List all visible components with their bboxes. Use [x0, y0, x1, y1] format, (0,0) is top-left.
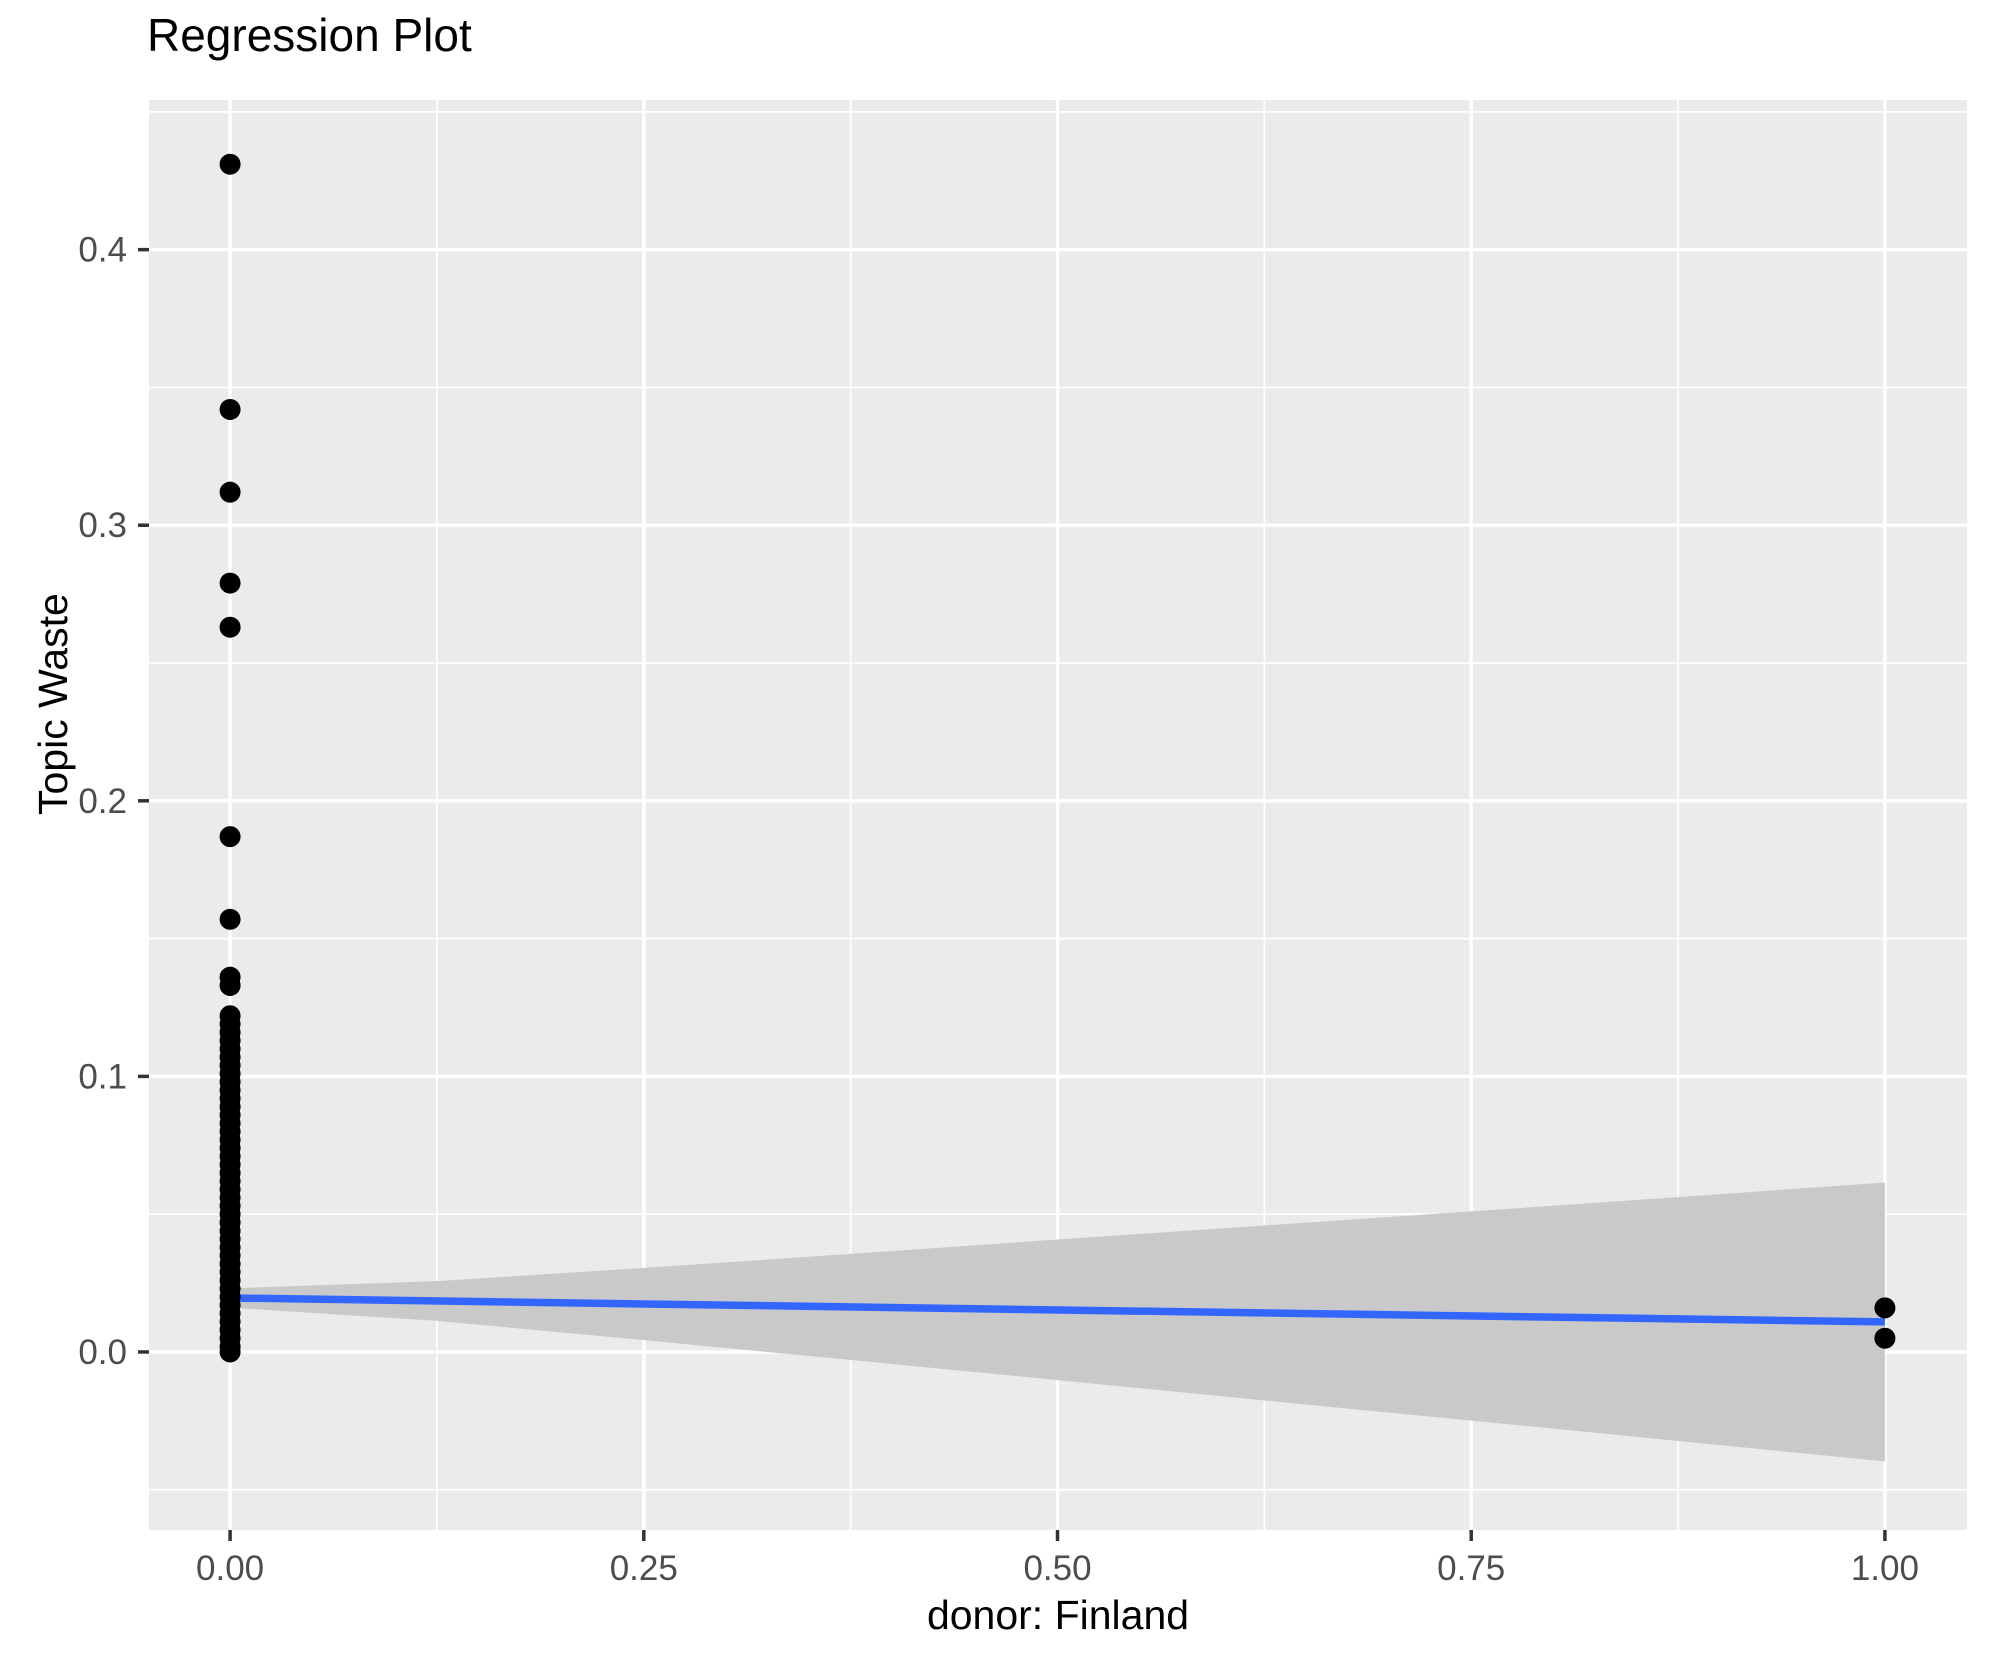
data-point	[219, 1341, 241, 1363]
data-point	[219, 974, 241, 996]
x-tick-label: 0.25	[610, 1549, 678, 1588]
y-tick-label: 0.0	[78, 1333, 127, 1372]
x-tick-label: 1.00	[1851, 1549, 1919, 1588]
regression-line	[230, 1294, 1885, 1326]
data-point	[219, 153, 241, 175]
x-tick-label: 0.75	[1437, 1549, 1505, 1588]
data-point	[1874, 1327, 1896, 1349]
x-tick-label: 0.00	[196, 1549, 264, 1588]
data-point	[219, 572, 241, 594]
y-tick-label: 0.2	[78, 782, 127, 821]
y-tick-label: 0.4	[78, 231, 127, 270]
y-axis-title-text: Topic Waste	[30, 593, 76, 815]
y-tick-label: 0.3	[78, 506, 127, 545]
plot-title: Regression Plot	[147, 9, 472, 61]
data-point	[219, 908, 241, 930]
data-point	[219, 616, 241, 638]
data-point	[219, 826, 241, 848]
y-tick-label: 0.1	[78, 1057, 127, 1096]
x-axis-title: donor: Finland	[926, 1592, 1190, 1638]
confidence-band	[230, 1182, 1885, 1462]
data-point	[219, 398, 241, 420]
data-point	[219, 481, 241, 503]
x-tick-label: 0.50	[1023, 1549, 1091, 1588]
data-point	[1874, 1297, 1896, 1319]
